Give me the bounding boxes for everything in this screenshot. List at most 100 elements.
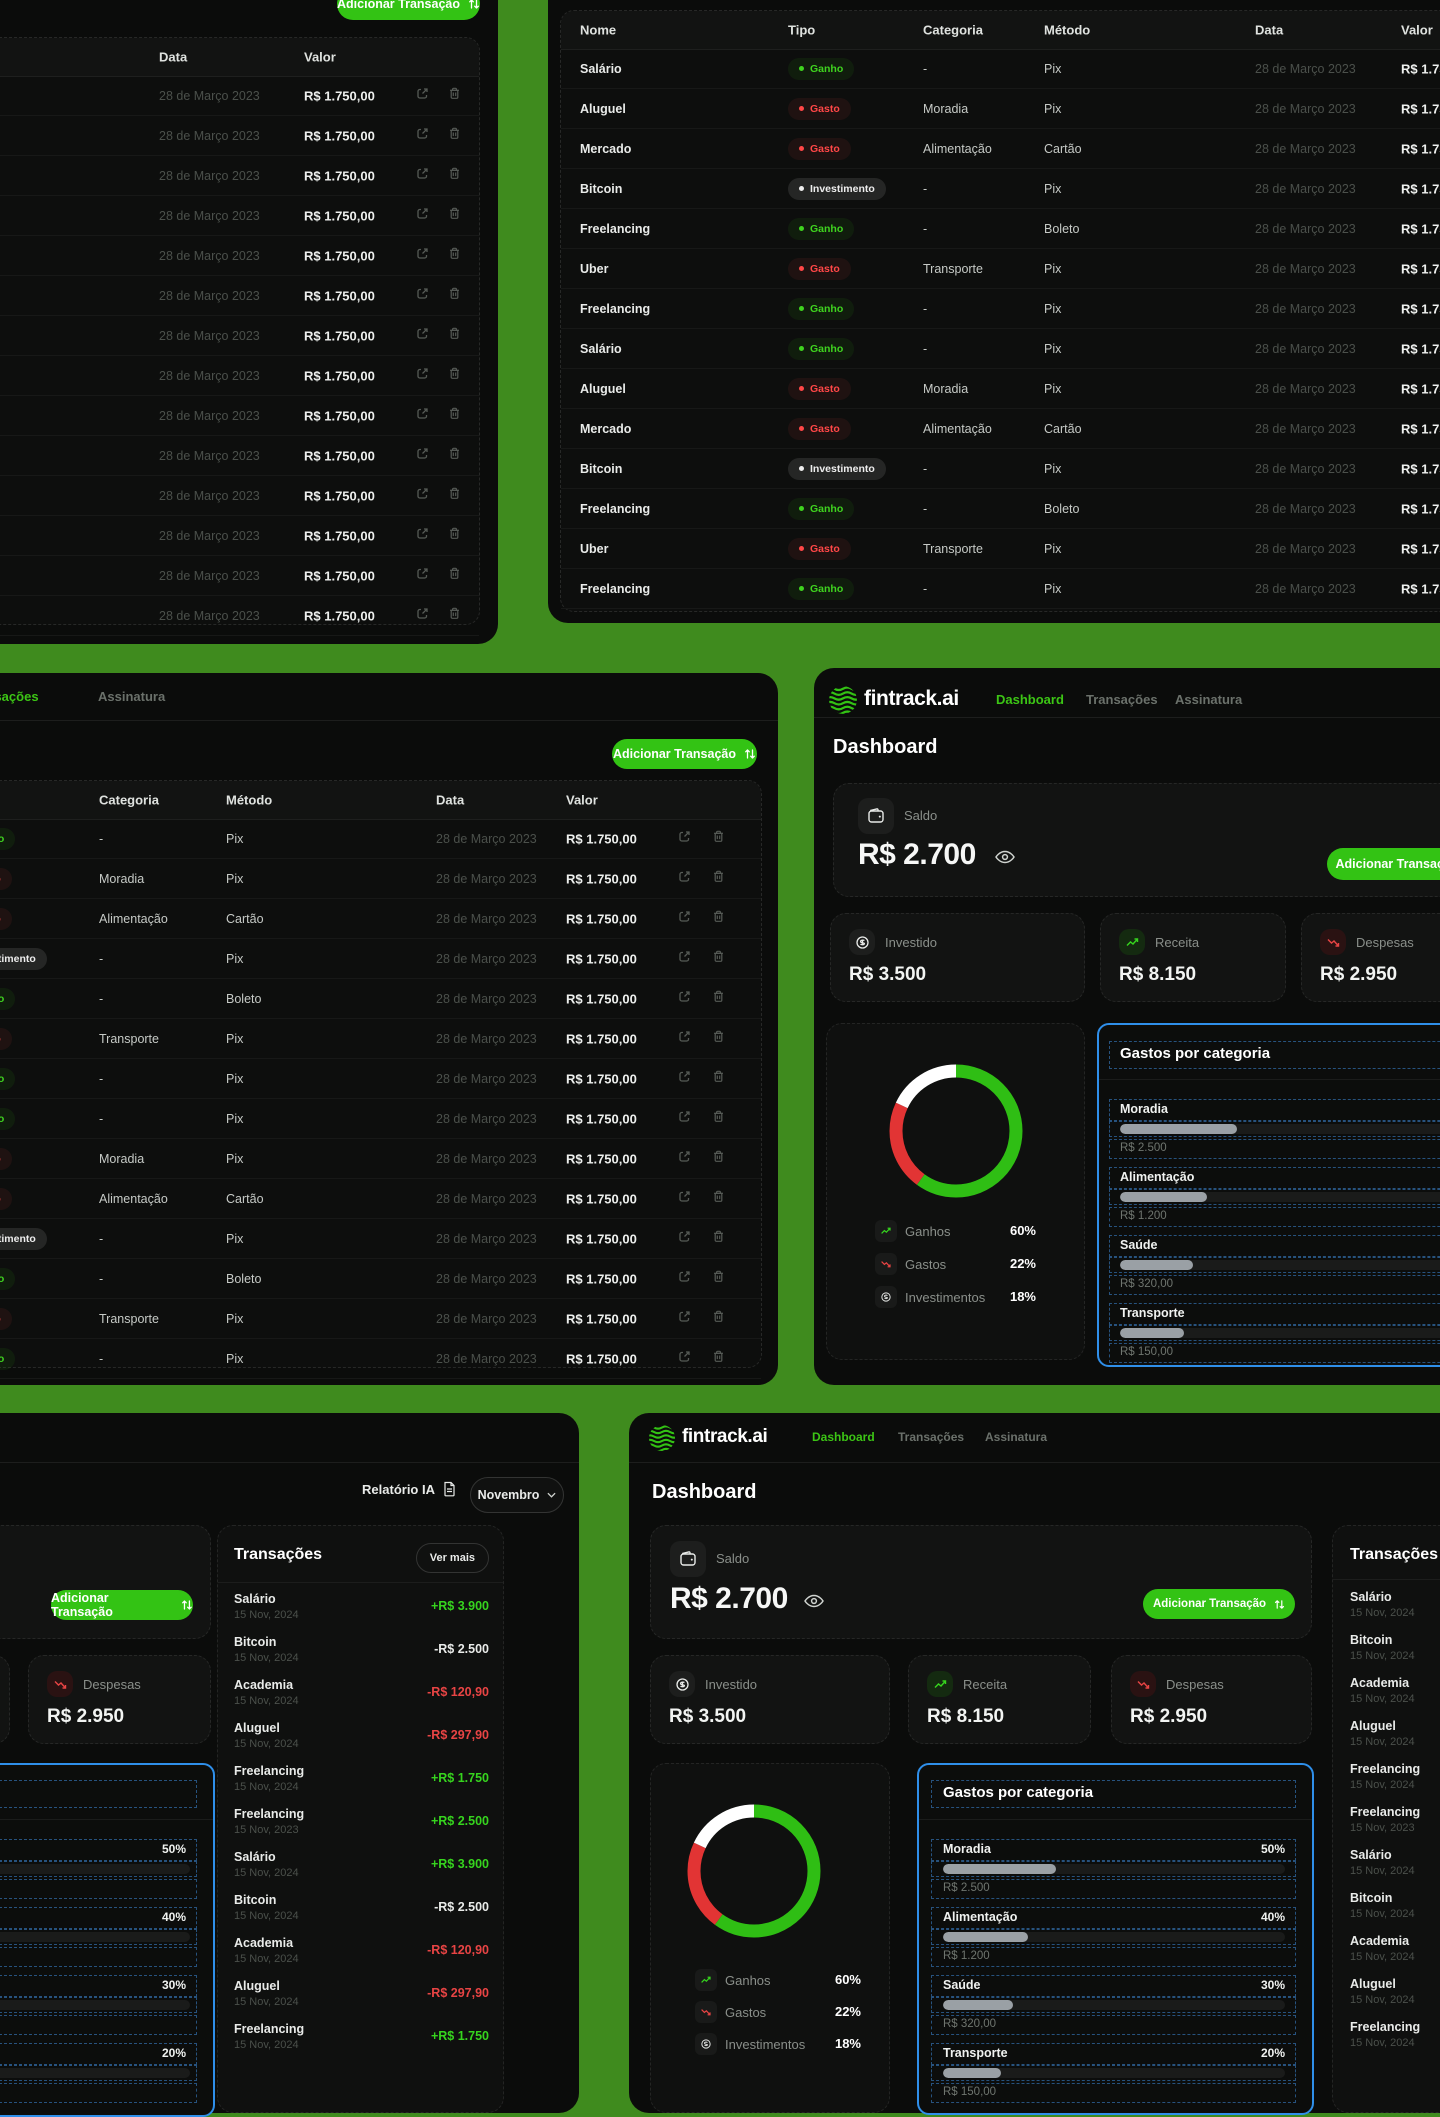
gastos-por-categoria-card-selected[interactable]: Gastos por categoria Moradia 50% [0,1763,215,2117]
transaction-item[interactable]: Freelancing 15 Nov, 2024 +R$ 1.750 [1350,2018,1440,2061]
external-link-icon[interactable] [677,989,692,1009]
transaction-item[interactable]: Freelancing 15 Nov, 2024 +R$ 1.750 [234,2020,489,2063]
table-row[interactable]: Ganho - Pix 28 de Março 2023 R$ 1.750,00 [0,1339,761,1379]
table-row[interactable]: Salário Ganho - Pix 28 de Março 2023 R$ … [561,49,1440,89]
table-row[interactable]: 28 de Março 2023 R$ 1.750,00 [0,76,479,116]
transaction-item[interactable]: Salário 15 Nov, 2024 +R$ 3.900 [1350,1588,1440,1631]
add-transaction-button[interactable]: Adicionar Transação [612,739,757,769]
table-row[interactable]: 28 de Março 2023 R$ 1.750,00 [0,116,479,156]
external-link-icon[interactable] [415,606,430,626]
external-link-icon[interactable] [415,86,430,106]
trash-icon[interactable] [711,1349,726,1369]
external-link-icon[interactable] [677,949,692,969]
table-row[interactable]: Ganho - Boleto 28 de Março 2023 R$ 1.750… [0,1259,761,1299]
external-link-icon[interactable] [677,1029,692,1049]
table-row[interactable]: 28 de Março 2023 R$ 1.750,00 [0,596,479,636]
external-link-icon[interactable] [415,126,430,146]
transaction-item[interactable]: Aluguel 15 Nov, 2024 -R$ 297,90 [234,1719,489,1762]
trash-icon[interactable] [447,206,462,226]
external-link-icon[interactable] [677,1189,692,1209]
external-link-icon[interactable] [415,326,430,346]
nav-transactions[interactable]: Transações [1086,692,1158,707]
trash-icon[interactable] [447,526,462,546]
table-row[interactable]: Investimento - Pix 28 de Março 2023 R$ 1… [0,939,761,979]
trash-icon[interactable] [447,606,462,626]
nav-assinatura[interactable]: Assinatura [985,1430,1048,1444]
external-link-icon[interactable] [677,1349,692,1369]
table-row[interactable]: Investimento - Pix 28 de Março 2023 R$ 1… [0,1219,761,1259]
transaction-item[interactable]: Freelancing 15 Nov, 2024 +R$ 1.750 [234,1762,489,1805]
table-row[interactable]: Gasto Moradia Pix 28 de Março 2023 R$ 1.… [0,859,761,899]
table-row[interactable]: Mercado Gasto Alimentação Cartão 28 de M… [561,409,1440,449]
external-link-icon[interactable] [677,1109,692,1129]
table-row[interactable]: 28 de Março 2023 R$ 1.750,00 [0,396,479,436]
external-link-icon[interactable] [415,526,430,546]
trash-icon[interactable] [447,86,462,106]
transaction-item[interactable]: Bitcoin 15 Nov, 2024 -R$ 2.500 [234,1891,489,1934]
transaction-item[interactable]: Salário 15 Nov, 2024 +R$ 3.900 [234,1590,489,1633]
trash-icon[interactable] [711,869,726,889]
trash-icon[interactable] [711,1109,726,1129]
external-link-icon[interactable] [415,446,430,466]
table-row[interactable]: Ganho - Pix 28 de Março 2023 R$ 1.750,00 [0,1099,761,1139]
external-link-icon[interactable] [415,206,430,226]
nav-transactions[interactable]: Transações [0,689,39,704]
trash-icon[interactable] [447,566,462,586]
table-row[interactable]: 28 de Março 2023 R$ 1.750,00 [0,356,479,396]
table-row[interactable]: Freelancing Ganho - Boleto 28 de Março 2… [561,209,1440,249]
trash-icon[interactable] [711,1269,726,1289]
nav-assinatura[interactable]: Assinatura [98,689,166,704]
table-row[interactable]: Mercado Gasto Alimentação Cartão 28 de M… [561,129,1440,169]
external-link-icon[interactable] [677,869,692,889]
table-row[interactable]: Uber Gasto Transporte Pix 28 de Março 20… [561,249,1440,289]
table-row[interactable]: Salário Ganho - Pix 28 de Março 2023 R$ … [561,329,1440,369]
trash-icon[interactable] [447,126,462,146]
external-link-icon[interactable] [677,1269,692,1289]
external-link-icon[interactable] [415,286,430,306]
trash-icon[interactable] [447,286,462,306]
transaction-item[interactable]: Aluguel 15 Nov, 2024 -R$ 297,90 [1350,1717,1440,1760]
table-row[interactable]: Aluguel Gasto Moradia Pix 28 de Março 20… [561,89,1440,129]
nav-transactions[interactable]: Transações [898,1430,965,1444]
trash-icon[interactable] [711,989,726,1009]
add-transaction-button[interactable]: Adicionar Transação [1327,848,1440,880]
transaction-item[interactable]: Salário 15 Nov, 2024 +R$ 3.900 [1350,1846,1440,1889]
transaction-item[interactable]: Bitcoin 15 Nov, 2024 -R$ 2.500 [1350,1889,1440,1932]
external-link-icon[interactable] [415,406,430,426]
trash-icon[interactable] [447,406,462,426]
trash-icon[interactable] [711,949,726,969]
relatorio-ia[interactable]: Relatório IA [335,1481,457,1497]
table-row[interactable]: Gasto Transporte Pix 28 de Março 2023 R$… [0,1299,761,1339]
external-link-icon[interactable] [415,566,430,586]
transaction-item[interactable]: Freelancing 15 Nov, 2024 +R$ 1.750 [1350,1760,1440,1803]
table-row[interactable]: 28 de Março 2023 R$ 1.750,00 [0,276,479,316]
external-link-icon[interactable] [415,246,430,266]
table-row[interactable]: Freelancing Ganho - Pix 28 de Março 2023… [561,569,1440,609]
transaction-item[interactable]: Bitcoin 15 Nov, 2024 -R$ 2.500 [1350,1631,1440,1674]
gastos-por-categoria-card-selected[interactable]: Gastos por categoria Moradia 50% [917,1763,1314,2115]
add-transaction-button[interactable]: Adicionar Transação [337,0,480,20]
external-link-icon[interactable] [677,1309,692,1329]
transaction-item[interactable]: Academia 15 Nov, 2024 -R$ 120,90 [1350,1674,1440,1717]
transaction-item[interactable]: Salário 15 Nov, 2024 +R$ 3.900 [234,1848,489,1891]
trash-icon[interactable] [447,446,462,466]
table-row[interactable]: 28 de Março 2023 R$ 1.750,00 [0,516,479,556]
table-row[interactable]: Aluguel Gasto Moradia Pix 28 de Março 20… [561,369,1440,409]
table-row[interactable]: 28 de Março 2023 R$ 1.750,00 [0,556,479,596]
table-row[interactable]: Ganho - Pix 28 de Março 2023 R$ 1.750,00 [0,1059,761,1099]
table-row[interactable]: Ganho - Pix 28 de Março 2023 R$ 1.750,00 [0,819,761,859]
table-row[interactable]: Bitcoin Investimento - Pix 28 de Março 2… [561,449,1440,489]
table-row[interactable]: Freelancing Ganho - Pix 28 de Março 2023… [561,289,1440,329]
month-select[interactable]: Novembro [470,1477,564,1513]
table-row[interactable]: Bitcoin Investimento - Pix 28 de Março 2… [561,169,1440,209]
brand-name[interactable]: fintrack.ai [864,687,959,710]
trash-icon[interactable] [447,326,462,346]
add-transaction-button[interactable]: Adicionar Transação [1143,1589,1295,1619]
transaction-item[interactable]: Aluguel 15 Nov, 2024 -R$ 297,90 [1350,1975,1440,2018]
nav-dashboard[interactable]: Dashboard [996,692,1064,707]
table-row[interactable]: 28 de Março 2023 R$ 1.750,00 [0,236,479,276]
table-row[interactable]: Gasto Alimentação Cartão 28 de Março 202… [0,1179,761,1219]
trash-icon[interactable] [711,1149,726,1169]
trash-icon[interactable] [711,1229,726,1249]
table-row[interactable]: Gasto Transporte Pix 28 de Março 2023 R$… [0,1019,761,1059]
